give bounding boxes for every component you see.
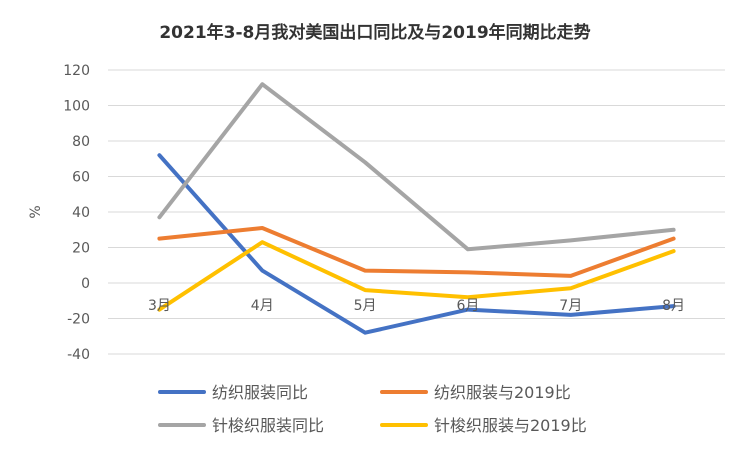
chart-title: 2021年3-8月我对美国出口同比及与2019年同期比走势: [159, 22, 590, 43]
legend-label-3: 针梭织服装同比: [212, 416, 324, 435]
y-tick-label: 120: [63, 63, 90, 79]
series-line-4: [157, 240, 676, 312]
series-line-3: [157, 82, 676, 252]
x-tick-label: 4月: [251, 298, 274, 314]
y-tick-label: 20: [72, 241, 90, 257]
x-tick-label: 6月: [456, 298, 479, 314]
y-tick-label: 60: [72, 170, 90, 186]
y-tick-label: 100: [63, 99, 90, 115]
y-tick-label: -40: [67, 347, 90, 363]
y-tick-label: 0: [81, 276, 90, 292]
legend-label-4: 针梭织服装与2019比: [434, 416, 587, 435]
y-tick-label: -20: [67, 312, 90, 328]
series-lines: [157, 82, 676, 335]
x-tick-label: 7月: [559, 298, 582, 314]
series-line-2: [157, 226, 676, 278]
x-axis-ticks: 3月 4月 5月 6月 7月 8月: [148, 298, 685, 314]
x-tick-label: 5月: [354, 298, 377, 314]
legend-label-1: 纺织服装同比: [212, 383, 308, 402]
y-axis-ticks: 120 100 80 60 40 20 0 -20 -40: [63, 63, 90, 363]
x-tick-label: 8月: [662, 298, 685, 314]
y-tick-label: 80: [72, 134, 90, 150]
legend-label-2: 纺织服装与2019比: [434, 383, 571, 402]
y-tick-label: 40: [72, 205, 90, 221]
series-line-1: [157, 153, 676, 335]
x-tick-label: 3月: [148, 298, 171, 314]
y-axis-label: %: [28, 205, 44, 218]
